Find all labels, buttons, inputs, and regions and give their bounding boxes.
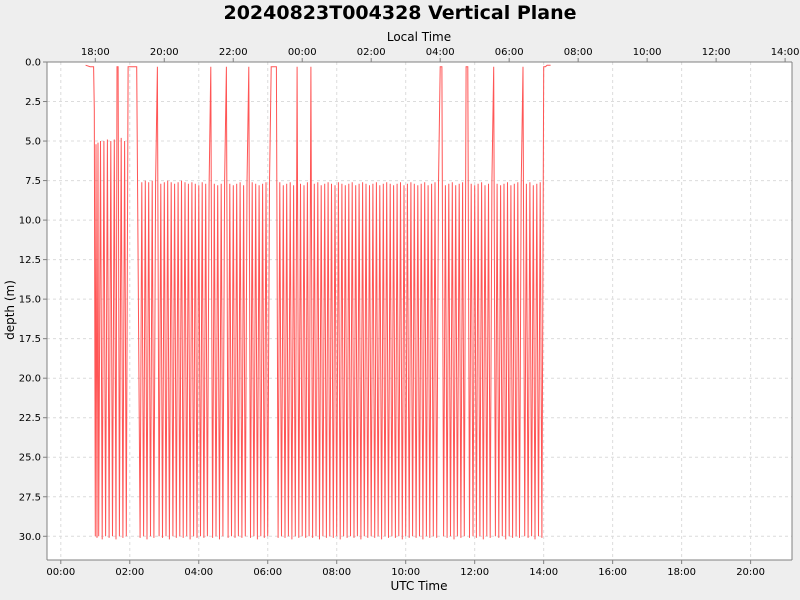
- x-tick-label: 14:00: [529, 567, 558, 578]
- x-tick-label: 16:00: [598, 567, 627, 578]
- y-tick-label: 30.0: [19, 532, 41, 543]
- depth-series-line: [85, 64, 551, 540]
- x2-tick-label: 06:00: [495, 47, 524, 58]
- y-tick-label: 17.5: [19, 334, 41, 345]
- x2-tick-label: 20:00: [150, 47, 179, 58]
- x2-tick-label: 08:00: [564, 47, 593, 58]
- y-tick-label: 20.0: [19, 374, 41, 385]
- y-tick-label: 7.5: [25, 176, 41, 187]
- x2-tick-label: 04:00: [426, 47, 455, 58]
- x-tick-label: 18:00: [667, 567, 696, 578]
- x2-tick-label: 10:00: [633, 47, 662, 58]
- x2-tick-label: 14:00: [771, 47, 800, 58]
- y-tick-label: 27.5: [19, 492, 41, 503]
- x2-axis-label: Local Time: [387, 30, 451, 44]
- x-tick-label: 00:00: [46, 567, 75, 578]
- x-tick-label: 08:00: [322, 567, 351, 578]
- axes: [46, 61, 793, 561]
- y-tick-label: 22.5: [19, 413, 41, 424]
- x-axis-label: UTC Time: [391, 579, 448, 593]
- x-tick-label: 12:00: [460, 567, 489, 578]
- x-tick-label: 10:00: [391, 567, 420, 578]
- y-tick-label: 15.0: [19, 295, 41, 306]
- x2-tick-label: 22:00: [219, 47, 248, 58]
- y-tick-label: 12.5: [19, 255, 41, 266]
- y-tick-label: 2.5: [25, 97, 41, 108]
- y-tick-label: 5.0: [25, 137, 41, 148]
- x-tick-label: 04:00: [184, 567, 213, 578]
- chart-title: 20240823T004328 Vertical Plane: [223, 2, 576, 24]
- y-tick-label: 10.0: [19, 216, 41, 227]
- tick-labels: 00:00 02:00 04:00 06:00 08:00 10:00 12:00 14:00…: [19, 47, 800, 578]
- x2-tick-label: 12:00: [702, 47, 731, 58]
- y-axis-label: depth (m): [3, 280, 17, 340]
- x-tick-label: 06:00: [253, 567, 282, 578]
- grid-lines: [47, 61, 792, 560]
- y-tick-label: 25.0: [19, 453, 41, 464]
- x-tick-label: 20:00: [736, 567, 765, 578]
- x-tick-label: 02:00: [115, 567, 144, 578]
- x2-tick-label: 18:00: [81, 47, 110, 58]
- x2-tick-label: 00:00: [288, 47, 317, 58]
- x2-tick-label: 02:00: [357, 47, 386, 58]
- series-layer: [85, 64, 551, 540]
- y-tick-label: 0.0: [25, 58, 41, 69]
